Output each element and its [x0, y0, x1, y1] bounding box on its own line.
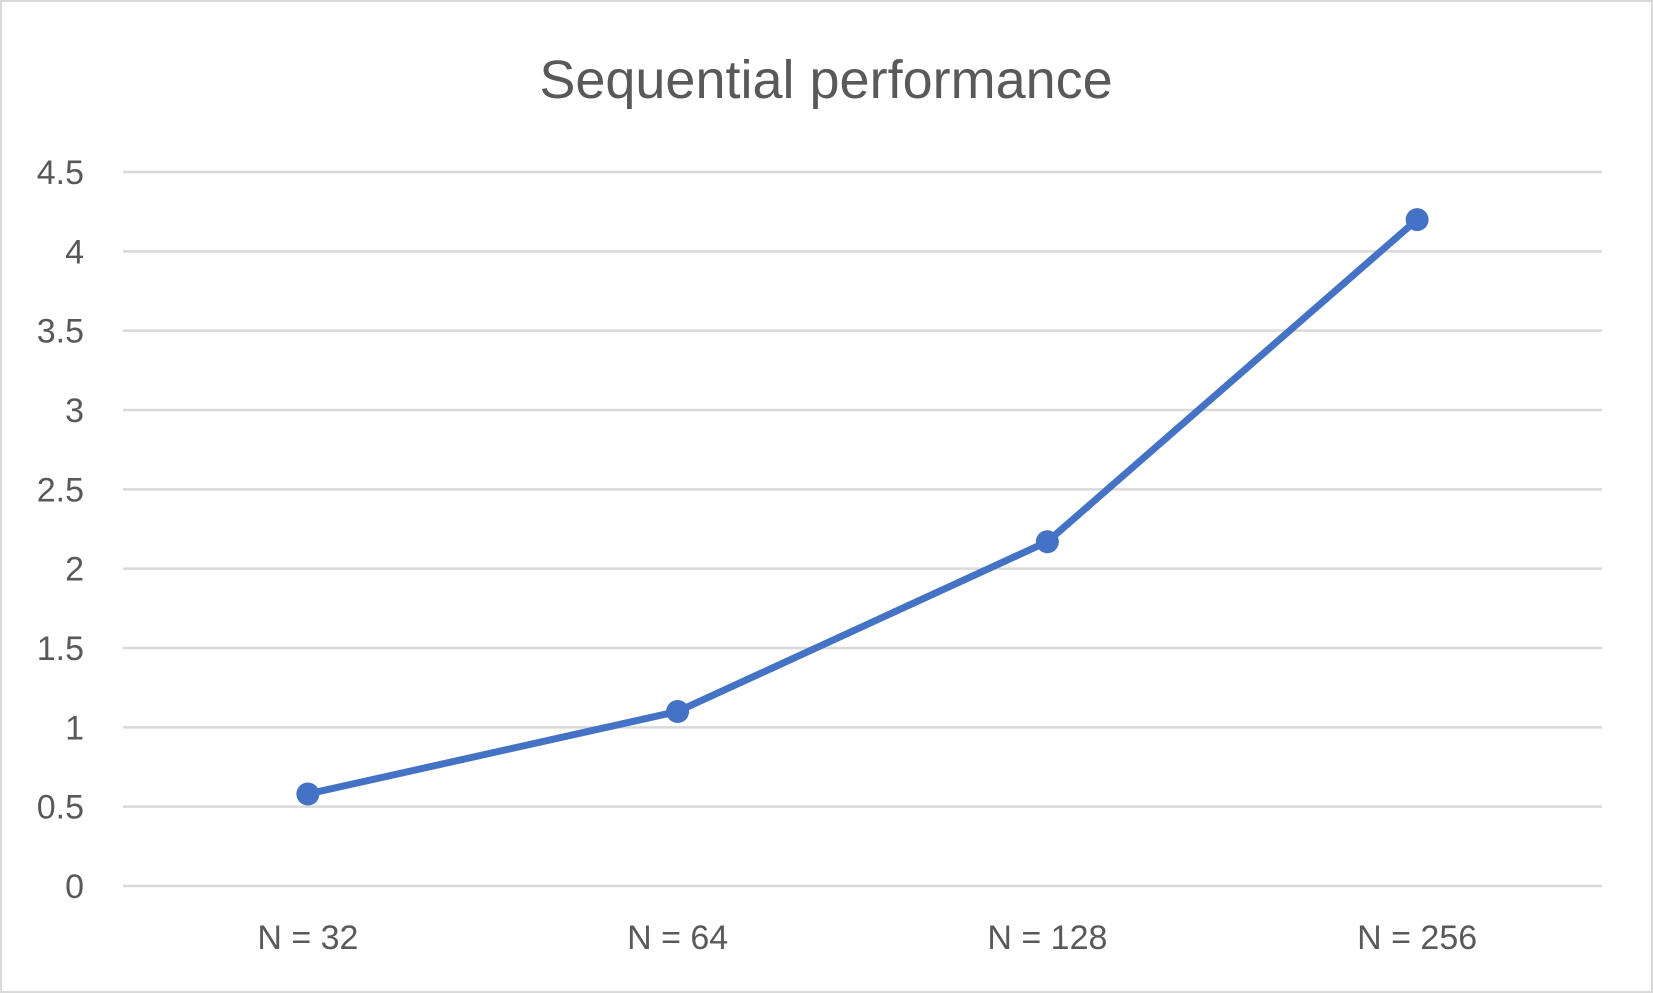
series-layer	[296, 208, 1429, 806]
x-tick-label: N = 64	[627, 919, 728, 957]
y-tick-label: 2	[65, 551, 84, 589]
data-point	[1035, 530, 1059, 554]
y-tick-label: 4	[65, 233, 84, 271]
y-tick-label: 1.5	[37, 630, 84, 668]
gridlines	[123, 170, 1602, 888]
x-tick-label: N = 128	[987, 919, 1107, 957]
data-point	[666, 699, 690, 723]
y-tick-label: 0	[65, 868, 84, 906]
y-tick-label: 1	[65, 709, 84, 747]
x-tick-label: N = 32	[257, 919, 358, 957]
series-line	[304, 216, 1421, 798]
y-tick-label: 3	[65, 392, 84, 430]
x-axis-tick-labels: N = 32 N = 64 N = 128 N = 256	[257, 919, 1477, 957]
data-point	[1405, 208, 1429, 232]
x-tick-label: N = 256	[1357, 919, 1477, 957]
y-tick-label: 0.5	[37, 789, 84, 827]
y-tick-label: 3.5	[37, 313, 84, 351]
data-point	[296, 782, 320, 806]
chart-title: Sequential performance	[539, 50, 1112, 110]
y-tick-label: 4.5	[37, 154, 84, 192]
y-axis-tick-labels: 0 0.5 1 1.5 2 2.5 3 3.5 4 4.5	[37, 154, 84, 906]
y-tick-label: 2.5	[37, 471, 84, 509]
